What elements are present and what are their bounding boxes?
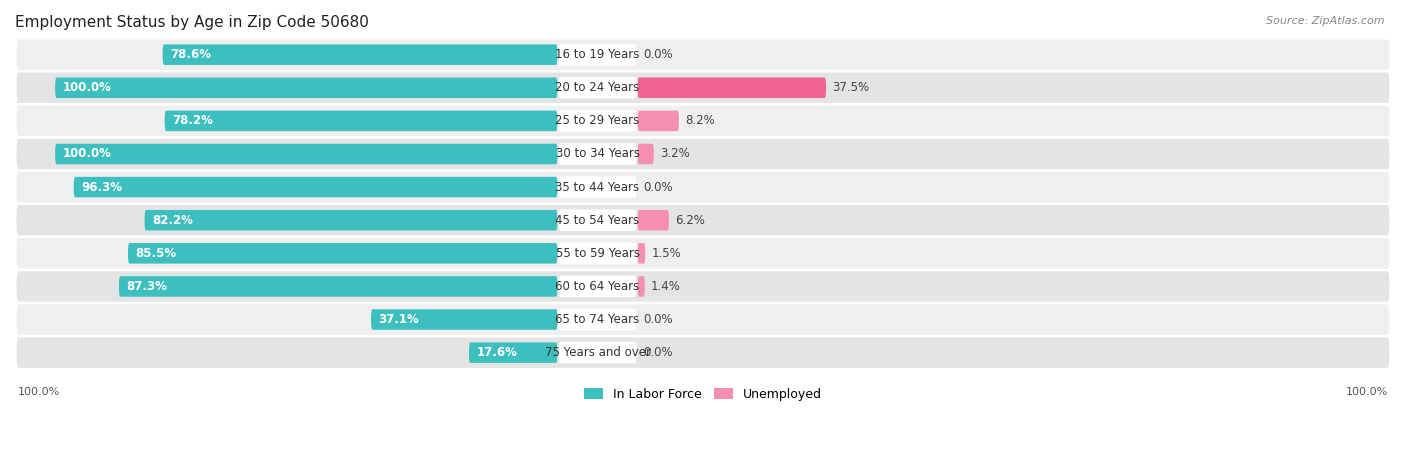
FancyBboxPatch shape [17,271,1389,302]
Text: 100.0%: 100.0% [1346,387,1389,397]
FancyBboxPatch shape [638,276,645,297]
FancyBboxPatch shape [558,77,637,99]
Text: 3.2%: 3.2% [659,148,689,161]
Legend: In Labor Force, Unemployed: In Labor Force, Unemployed [579,383,827,406]
Text: 65 to 74 Years: 65 to 74 Years [555,313,640,326]
FancyBboxPatch shape [55,77,557,98]
FancyBboxPatch shape [165,111,557,131]
FancyBboxPatch shape [17,72,1389,103]
Text: 6.2%: 6.2% [675,214,704,227]
Text: 0.0%: 0.0% [644,180,673,194]
Text: 30 to 34 Years: 30 to 34 Years [555,148,640,161]
FancyBboxPatch shape [638,144,654,164]
Text: Employment Status by Age in Zip Code 50680: Employment Status by Age in Zip Code 506… [15,15,368,30]
Text: 45 to 54 Years: 45 to 54 Years [555,214,640,227]
Text: 37.1%: 37.1% [378,313,419,326]
Text: 16 to 19 Years: 16 to 19 Years [555,48,640,61]
FancyBboxPatch shape [73,177,557,198]
FancyBboxPatch shape [558,44,637,65]
FancyBboxPatch shape [558,309,637,330]
FancyBboxPatch shape [128,243,557,264]
FancyBboxPatch shape [558,143,637,165]
FancyBboxPatch shape [17,139,1389,169]
Text: 55 to 59 Years: 55 to 59 Years [555,247,640,260]
FancyBboxPatch shape [638,111,679,131]
FancyBboxPatch shape [558,110,637,132]
FancyBboxPatch shape [163,45,557,65]
Text: 8.2%: 8.2% [685,114,714,127]
FancyBboxPatch shape [558,209,637,231]
FancyBboxPatch shape [17,205,1389,235]
FancyBboxPatch shape [470,342,557,363]
FancyBboxPatch shape [17,304,1389,335]
FancyBboxPatch shape [145,210,557,230]
FancyBboxPatch shape [17,40,1389,70]
FancyBboxPatch shape [371,309,557,330]
Text: 100.0%: 100.0% [63,81,111,94]
Text: 96.3%: 96.3% [82,180,122,194]
Text: 100.0%: 100.0% [63,148,111,161]
Text: 20 to 24 Years: 20 to 24 Years [555,81,640,94]
Text: 1.4%: 1.4% [651,280,681,293]
Text: 75 Years and over: 75 Years and over [544,346,651,359]
FancyBboxPatch shape [17,338,1389,368]
FancyBboxPatch shape [638,77,827,98]
Text: 100.0%: 100.0% [17,387,60,397]
Text: 0.0%: 0.0% [644,48,673,61]
Text: 85.5%: 85.5% [135,247,177,260]
Text: 0.0%: 0.0% [644,313,673,326]
Text: 0.0%: 0.0% [644,346,673,359]
FancyBboxPatch shape [558,276,637,297]
Text: 35 to 44 Years: 35 to 44 Years [555,180,640,194]
Text: 37.5%: 37.5% [832,81,869,94]
FancyBboxPatch shape [558,176,637,198]
FancyBboxPatch shape [17,106,1389,136]
Text: 1.5%: 1.5% [651,247,681,260]
Text: 78.2%: 78.2% [172,114,214,127]
Text: 25 to 29 Years: 25 to 29 Years [555,114,640,127]
Text: Source: ZipAtlas.com: Source: ZipAtlas.com [1267,16,1385,26]
FancyBboxPatch shape [638,243,645,264]
Text: 87.3%: 87.3% [127,280,167,293]
Text: 60 to 64 Years: 60 to 64 Years [555,280,640,293]
FancyBboxPatch shape [55,144,557,164]
FancyBboxPatch shape [17,238,1389,269]
FancyBboxPatch shape [558,342,637,364]
FancyBboxPatch shape [558,243,637,264]
FancyBboxPatch shape [638,210,669,230]
Text: 78.6%: 78.6% [170,48,211,61]
FancyBboxPatch shape [120,276,557,297]
FancyBboxPatch shape [17,172,1389,202]
Text: 17.6%: 17.6% [477,346,517,359]
Text: 82.2%: 82.2% [152,214,193,227]
